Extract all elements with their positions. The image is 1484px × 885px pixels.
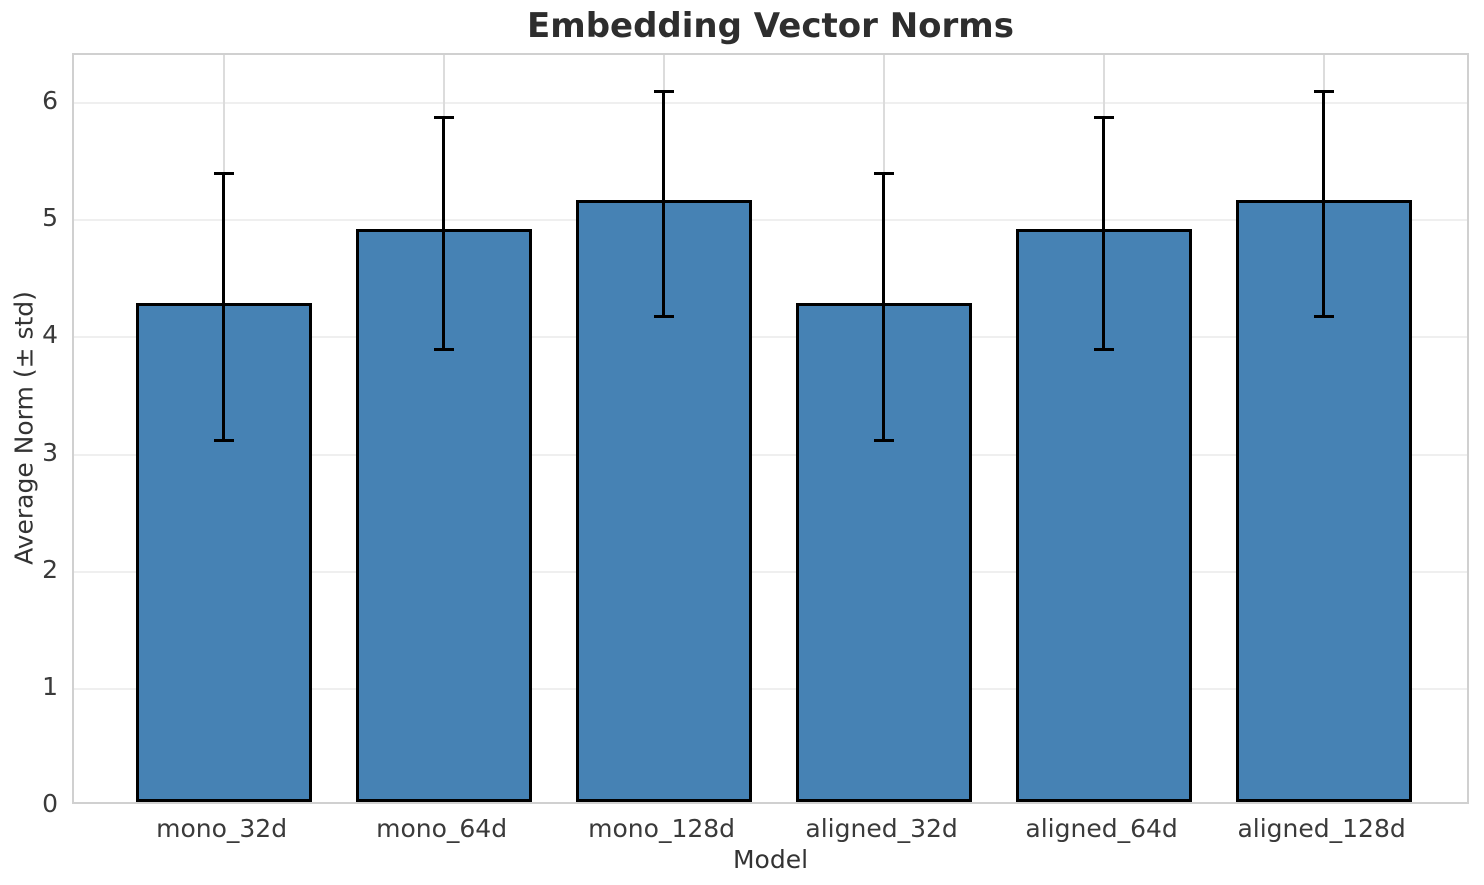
x-tick-label: mono_32d bbox=[156, 814, 288, 843]
x-tick-label: aligned_32d bbox=[805, 814, 958, 843]
h-gridline bbox=[74, 336, 1467, 339]
h-gridline bbox=[74, 687, 1467, 690]
error-bar-cap-bottom bbox=[1093, 347, 1114, 351]
error-bar-cap-top bbox=[1093, 115, 1114, 119]
y-tick-label: 0 bbox=[42, 789, 58, 818]
x-axis-label: Model bbox=[732, 845, 809, 874]
y-tick-label: 3 bbox=[42, 437, 58, 467]
error-bar-cap-top bbox=[653, 89, 674, 93]
x-tick-label: mono_64d bbox=[376, 814, 508, 843]
x-tick-label: aligned_128d bbox=[1237, 814, 1406, 843]
x-tick-label: aligned_64d bbox=[1025, 814, 1178, 843]
bar-aligned_64d bbox=[1015, 229, 1192, 802]
h-gridline bbox=[74, 102, 1467, 105]
error-bar-cap-bottom bbox=[213, 438, 234, 442]
error-bar-line bbox=[1322, 91, 1326, 317]
h-gridline bbox=[74, 453, 1467, 456]
error-bar-line bbox=[222, 173, 226, 441]
error-bar-line bbox=[662, 91, 666, 317]
error-bar-cap-bottom bbox=[1313, 314, 1334, 318]
error-bar-line bbox=[1102, 117, 1106, 350]
error-bar-cap-top bbox=[213, 171, 234, 175]
h-gridline bbox=[74, 570, 1467, 573]
y-tick-label: 4 bbox=[42, 320, 58, 350]
error-bar-cap-bottom bbox=[433, 347, 454, 351]
y-tick-label: 2 bbox=[42, 554, 58, 584]
plot-area bbox=[72, 53, 1469, 804]
error-bar-cap-bottom bbox=[653, 314, 674, 318]
error-bar-line bbox=[882, 173, 886, 441]
chart-title: Embedding Vector Norms bbox=[527, 6, 1014, 46]
y-tick-label: 5 bbox=[42, 203, 58, 233]
error-bar-cap-top bbox=[1313, 89, 1334, 93]
y-axis-label: Average Norm (± std) bbox=[9, 291, 39, 565]
h-gridline bbox=[74, 219, 1467, 222]
y-tick-label: 1 bbox=[42, 671, 58, 701]
error-bar-cap-top bbox=[433, 115, 454, 119]
error-bar-line bbox=[442, 117, 446, 350]
error-bar-cap-top bbox=[873, 171, 894, 175]
x-tick-label: mono_128d bbox=[588, 814, 736, 843]
error-bar-cap-bottom bbox=[873, 438, 894, 442]
y-tick-label: 6 bbox=[42, 86, 58, 116]
